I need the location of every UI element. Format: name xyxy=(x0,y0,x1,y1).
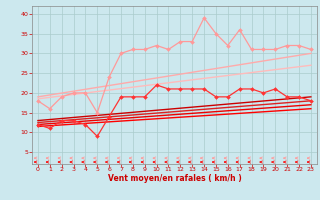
X-axis label: Vent moyen/en rafales ( km/h ): Vent moyen/en rafales ( km/h ) xyxy=(108,174,241,183)
